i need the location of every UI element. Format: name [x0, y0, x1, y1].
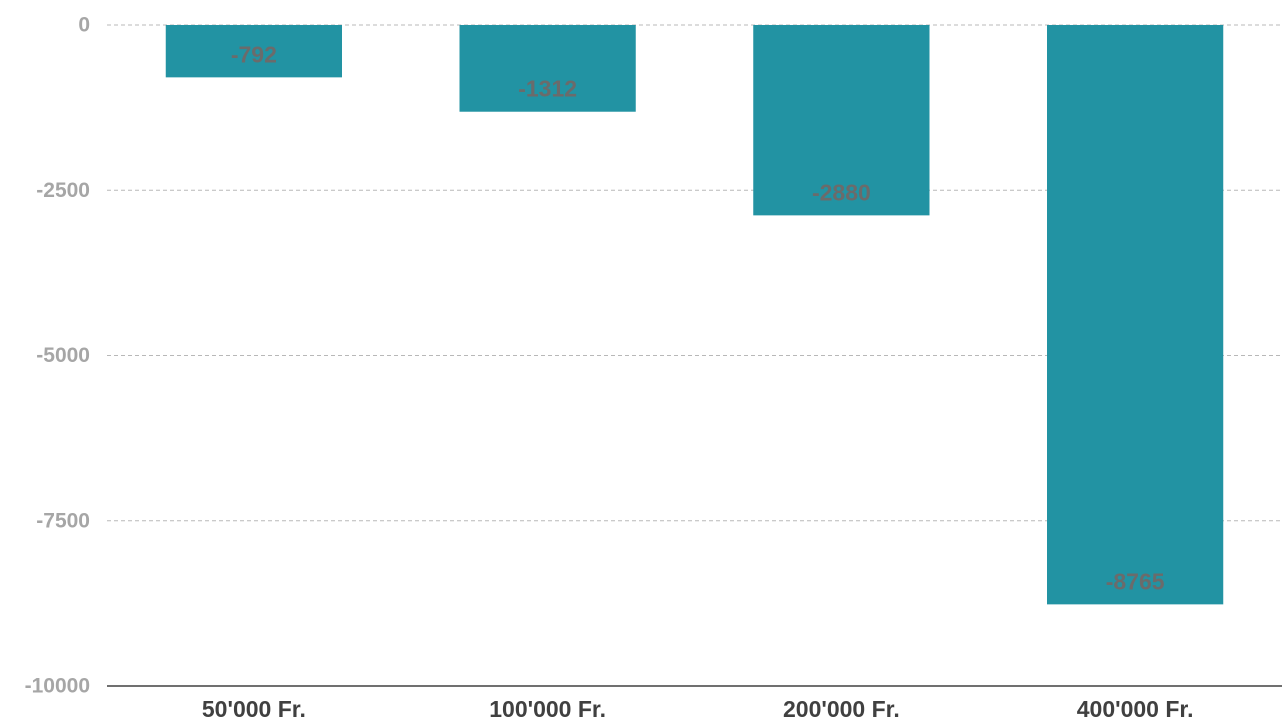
bar [753, 25, 930, 216]
x-tick-label: 200'000 Fr. [783, 696, 900, 719]
y-tick-label: -5000 [36, 344, 90, 367]
y-tick-label: -2500 [36, 179, 90, 202]
data-labels: -792 -1312 -2880 -8765 [231, 41, 1165, 594]
bars [165, 25, 1224, 605]
y-tick-label: -7500 [36, 509, 90, 532]
data-label: -1312 [518, 76, 577, 102]
data-label: -792 [231, 41, 277, 67]
x-tick-label: 400'000 Fr. [1077, 696, 1194, 719]
y-tick-label: -10000 [25, 675, 90, 698]
data-label: -8765 [1106, 568, 1165, 594]
x-axis-ticks: 50'000 Fr. 100'000 Fr. 200'000 Fr. 400'000 … [202, 696, 1194, 719]
bar [459, 25, 636, 112]
gridlines [107, 24, 1282, 687]
data-label: -2880 [812, 179, 871, 205]
y-axis-ticks: 0 -2500 -5000 -7500 -10000 [25, 14, 90, 698]
x-tick-label: 50'000 Fr. [202, 696, 306, 719]
bar [165, 25, 342, 78]
y-tick-label: 0 [78, 14, 90, 37]
x-tick-label: 100'000 Fr. [489, 696, 606, 719]
bar [1047, 25, 1224, 605]
